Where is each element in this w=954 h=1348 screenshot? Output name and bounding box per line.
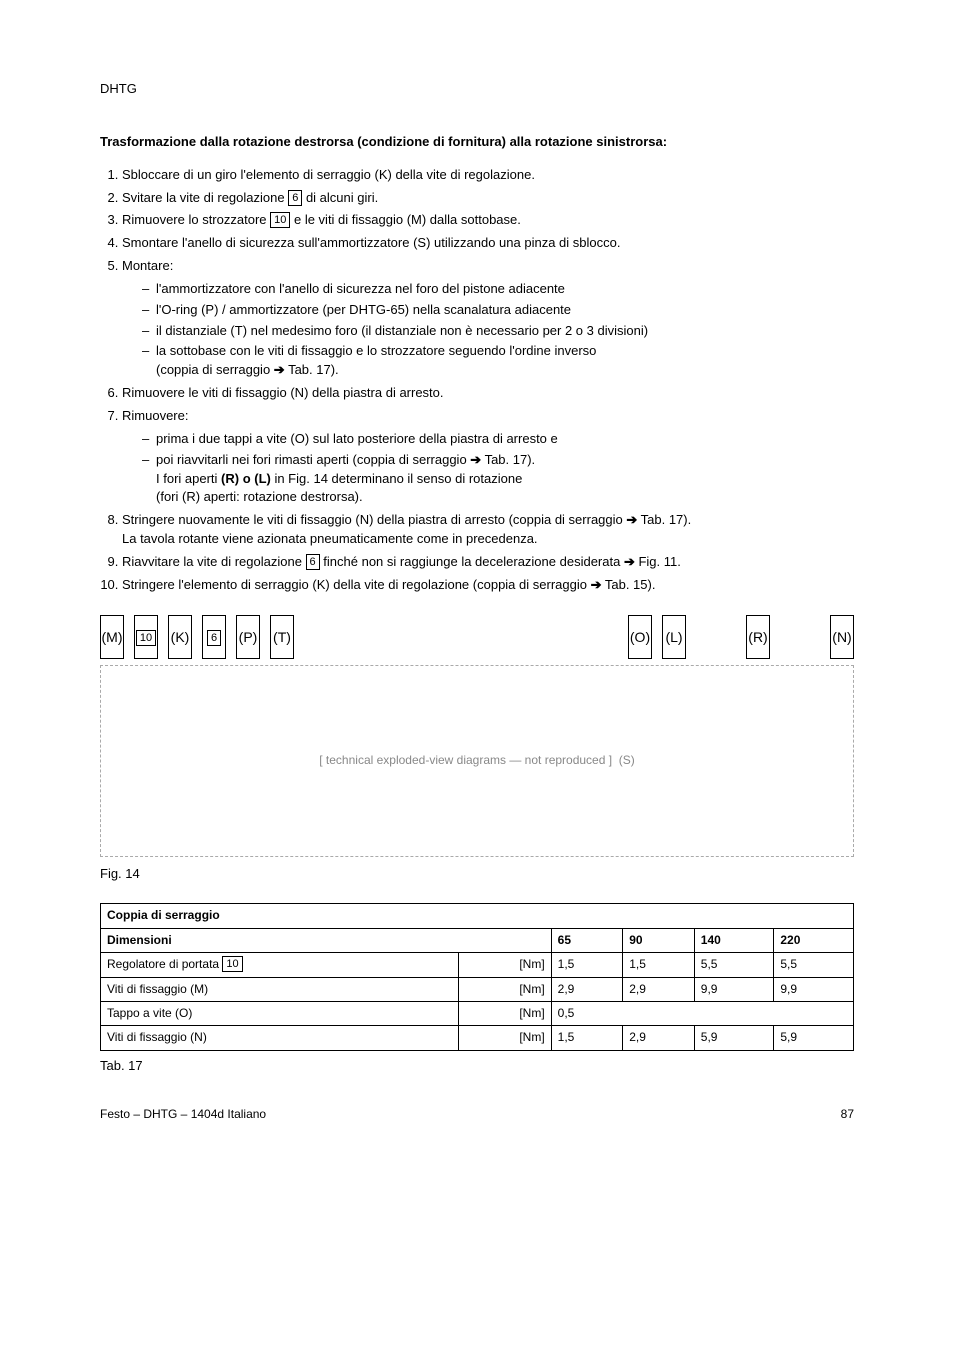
step-5d: la sottobase con le viti di fissaggio e … <box>142 342 854 380</box>
page-header: DHTG <box>100 80 854 99</box>
arrow-icon: ➔ <box>626 512 637 527</box>
arrow-icon: ➔ <box>274 362 285 377</box>
table-caption: Tab. 17 <box>100 1057 854 1076</box>
cell-unit: [Nm] <box>459 977 551 1001</box>
cell-value: 5,9 <box>774 1026 854 1050</box>
table-title: Coppia di serraggio <box>101 904 854 928</box>
step-5: Montare: l'ammortizzatore con l'anello d… <box>122 257 854 380</box>
th-65: 65 <box>551 928 623 952</box>
callout-P: (P) <box>236 615 260 659</box>
cell-label: Viti di fissaggio (N) <box>101 1026 459 1050</box>
callout-M: (M) <box>100 615 124 659</box>
step-3: Rimuovere lo strozzatore 10 e le viti di… <box>122 211 854 230</box>
ref-box-10: 10 <box>270 212 290 228</box>
torque-table: Coppia di serraggio Dimensioni 65 90 140… <box>100 903 854 1050</box>
cell-value: 9,9 <box>774 977 854 1001</box>
figure-14: (M) 10 (K) 6 (P) (T) (O) (L) (R) (N) [ t… <box>100 615 854 857</box>
step-7: Rimuovere: prima i due tappi a vite (O) … <box>122 407 854 507</box>
callout-T: (T) <box>270 615 294 659</box>
th-220: 220 <box>774 928 854 952</box>
callout-6: 6 <box>202 615 226 659</box>
figure-diagram-placeholder: [ technical exploded-view diagrams — not… <box>100 665 854 857</box>
table-row: Viti di fissaggio (M) [Nm] 2,9 2,9 9,9 9… <box>101 977 854 1001</box>
callout-10: 10 <box>134 615 158 659</box>
callout-N: (N) <box>830 615 854 659</box>
callout-R: (R) <box>746 615 770 659</box>
step-5a: l'ammortizzatore con l'anello di sicurez… <box>142 280 854 299</box>
callout-O: (O) <box>628 615 652 659</box>
callout-L: (L) <box>662 615 686 659</box>
arrow-icon: ➔ <box>624 554 635 569</box>
page-footer: Festo – DHTG – 1404d Italiano 87 <box>100 1106 854 1123</box>
figure-caption: Fig. 14 <box>100 865 854 884</box>
cell-value: 1,5 <box>551 1026 623 1050</box>
step-2: Svitare la vite di regolazione 6 di alcu… <box>122 189 854 208</box>
cell-label: Regolatore di portata 10 <box>101 953 459 977</box>
cell-value: 1,5 <box>551 953 623 977</box>
cell-value: 5,5 <box>694 953 774 977</box>
cell-value: 5,9 <box>694 1026 774 1050</box>
th-90: 90 <box>623 928 695 952</box>
cell-value: 9,9 <box>694 977 774 1001</box>
step-6: Rimuovere le viti di fissaggio (N) della… <box>122 384 854 403</box>
table-row: Regolatore di portata 10 [Nm] 1,5 1,5 5,… <box>101 953 854 977</box>
table-row: Tappo a vite (O) [Nm] 0,5 <box>101 1001 854 1025</box>
section-title: Trasformazione dalla rotazione destrorsa… <box>100 133 854 152</box>
cell-unit: [Nm] <box>459 1001 551 1025</box>
cell-value: 2,9 <box>623 1026 695 1050</box>
th-140: 140 <box>694 928 774 952</box>
step-5-sublist: l'ammortizzatore con l'anello di sicurez… <box>122 280 854 380</box>
callout-S: (S) <box>619 752 635 769</box>
cell-unit: [Nm] <box>459 953 551 977</box>
step-1: Sbloccare di un giro l'elemento di serra… <box>122 166 854 185</box>
step-7a: prima i due tappi a vite (O) sul lato po… <box>142 430 854 449</box>
step-9: Riavvitare la vite di regolazione 6 finc… <box>122 553 854 572</box>
product-code: DHTG <box>100 81 137 96</box>
ref-box-6: 6 <box>306 554 320 570</box>
cell-unit: [Nm] <box>459 1026 551 1050</box>
ref-box-6: 6 <box>288 190 302 206</box>
procedure-list: Sbloccare di un giro l'elemento di serra… <box>100 166 854 595</box>
figure-callouts: (M) 10 (K) 6 (P) (T) (O) (L) (R) (N) <box>100 615 854 659</box>
arrow-icon: ➔ <box>591 577 602 592</box>
step-5b: l'O-ring (P) / ammortizzatore (per DHTG-… <box>142 301 854 320</box>
step-5c: il distanziale (T) nel medesimo foro (il… <box>142 322 854 341</box>
cell-value: 5,5 <box>774 953 854 977</box>
step-10: Stringere l'elemento di serraggio (K) de… <box>122 576 854 595</box>
cell-value: 2,9 <box>551 977 623 1001</box>
arrow-icon: ➔ <box>470 452 481 467</box>
table-row: Viti di fissaggio (N) [Nm] 1,5 2,9 5,9 5… <box>101 1026 854 1050</box>
step-8: Stringere nuovamente le viti di fissaggi… <box>122 511 854 549</box>
step-7-sublist: prima i due tappi a vite (O) sul lato po… <box>122 430 854 507</box>
page-number: 87 <box>841 1106 854 1123</box>
th-dimensioni: Dimensioni <box>101 928 552 952</box>
step-4: Smontare l'anello di sicurezza sull'ammo… <box>122 234 854 253</box>
cell-label: Tappo a vite (O) <box>101 1001 459 1025</box>
callout-K: (K) <box>168 615 192 659</box>
cell-label: Viti di fissaggio (M) <box>101 977 459 1001</box>
cell-value: 2,9 <box>623 977 695 1001</box>
step-7b: poi riavvitarli nei fori rimasti aperti … <box>142 451 854 508</box>
cell-value: 1,5 <box>623 953 695 977</box>
cell-value: 0,5 <box>551 1001 853 1025</box>
footer-left: Festo – DHTG – 1404d Italiano <box>100 1106 266 1123</box>
